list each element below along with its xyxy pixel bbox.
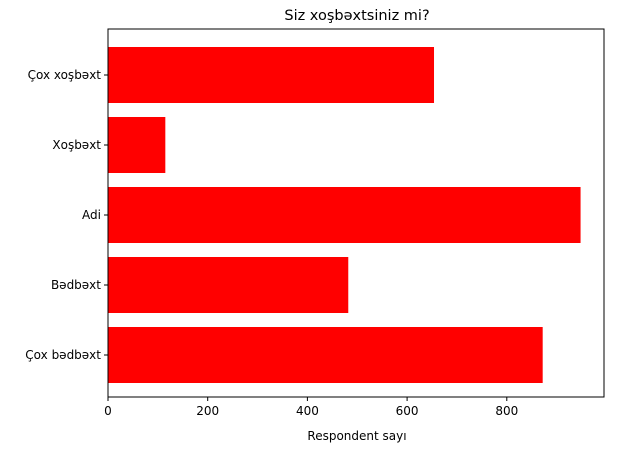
y-tick-label: Bədbəxt (51, 278, 101, 292)
x-tick-label: 800 (495, 404, 518, 418)
bar (108, 327, 543, 383)
x-axis-label: Respondent sayı (307, 429, 406, 443)
y-tick-label: Xoşbəxt (52, 138, 101, 152)
bar (108, 257, 349, 313)
plot-frame (107, 28, 605, 398)
bar (108, 117, 166, 173)
x-tick-label: 400 (296, 404, 319, 418)
x-tick-label: 0 (104, 404, 112, 418)
x-tick-label: 200 (196, 404, 219, 418)
bar (108, 187, 581, 243)
x-tick-label: 600 (396, 404, 419, 418)
x-axis: 0 200 400 600 800 (104, 397, 518, 418)
bars-group (108, 47, 581, 383)
chart-title: Siz xoşbəxtsiniz mi? (284, 8, 429, 24)
y-tick-label: Adi (82, 208, 101, 222)
y-tick-label: Çox xoşbəxt (28, 68, 102, 82)
y-tick-label: Çox bədbəxt (25, 348, 101, 362)
bar (108, 47, 435, 103)
y-axis: Çox xoşbəxt Xoşbəxt Adi Bədbəxt Çox bədbəxt (25, 68, 108, 362)
